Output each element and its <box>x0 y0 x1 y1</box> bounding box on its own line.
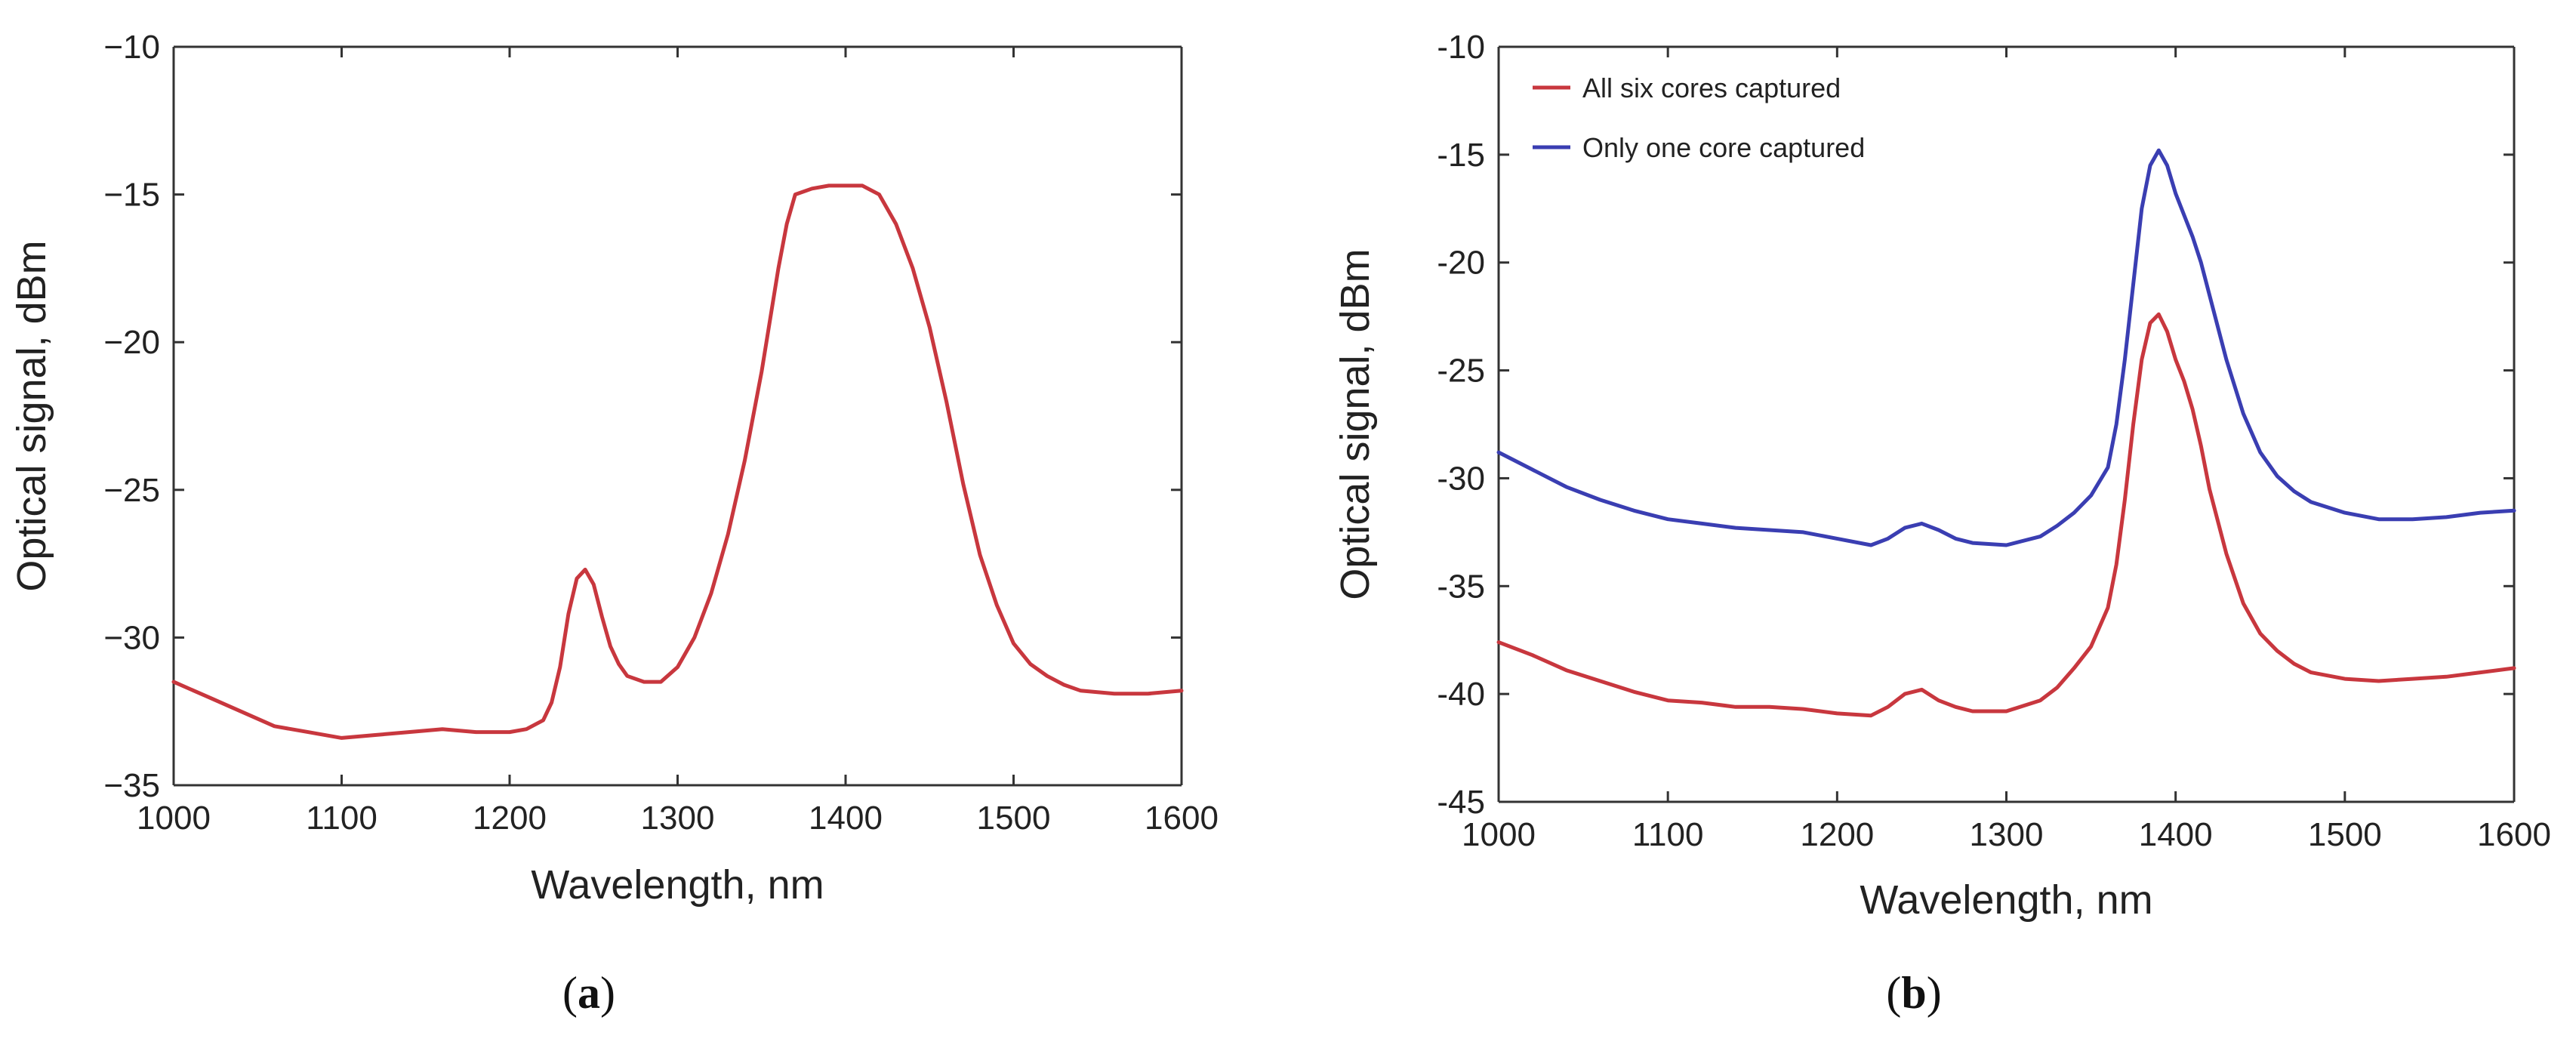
x-tick-labels: 1000 1100 1200 1300 1400 1500 1600 <box>137 800 1219 837</box>
caption-open-paren: ( <box>562 968 578 1018</box>
caption-close-paren: ) <box>600 968 615 1018</box>
legend-label-all-six-cores: All six cores captured <box>1582 72 1841 103</box>
series-line-1 <box>171 183 1184 740</box>
x-tick-label: 1600 <box>1145 800 1219 837</box>
x-tick-label: 1600 <box>2477 816 2551 853</box>
legend: All six cores captured Only one core cap… <box>1533 72 1865 163</box>
x-tick-label: 1100 <box>1632 816 1704 853</box>
x-tick-labels: 1000 1100 1200 1300 1400 1500 1600 <box>1462 816 2551 853</box>
series-line-2 <box>1496 148 2516 547</box>
x-tick-label: 1500 <box>2308 816 2382 853</box>
series-line-1 <box>1496 312 2516 718</box>
tick-marks <box>172 45 1183 787</box>
y-tick-label: -10 <box>1437 29 1485 66</box>
y-tick-label: -35 <box>1437 568 1485 605</box>
y-tick-labels: -45 -40 -35 -30 -25 -20 -15 -10 <box>1437 29 1485 821</box>
y-tick-label: −15 <box>103 177 160 214</box>
x-tick-label: 1200 <box>1800 816 1874 853</box>
panel-b: 1000 1100 1200 1300 1400 1500 1600 -45 -40 -35 -3… <box>1333 29 2551 1018</box>
y-tick-labels: −35 −30 −25 −20 −15 −10 <box>103 29 160 804</box>
x-tick-label: 1000 <box>1462 816 1536 853</box>
y-axis-label: Optical signal, dBm <box>9 240 54 591</box>
y-tick-label: −35 <box>103 767 160 804</box>
series-layer <box>1496 148 2516 718</box>
panel-caption-b: (b) <box>1886 968 1941 1018</box>
y-tick-label: −20 <box>103 324 160 361</box>
x-tick-label: 1300 <box>1970 816 2044 853</box>
x-tick-label: 1000 <box>137 800 211 837</box>
y-tick-label: −10 <box>103 29 160 66</box>
y-axis-label: Optical signal, dBm <box>1333 248 1378 599</box>
panel-a: 1000 1100 1200 1300 1400 1500 1600 −35 −30 −25 −2… <box>9 29 1219 1018</box>
x-axis-label: Wavelength, nm <box>531 862 824 908</box>
y-tick-label: -45 <box>1437 784 1485 821</box>
x-tick-label: 1400 <box>2139 816 2213 853</box>
x-axis-label: Wavelength, nm <box>1860 877 2152 923</box>
y-tick-label: −30 <box>103 619 160 656</box>
y-tick-label: -15 <box>1437 137 1485 174</box>
y-tick-label: -25 <box>1437 353 1485 390</box>
x-tick-label: 1500 <box>977 800 1051 837</box>
legend-label-only-one-core: Only one core captured <box>1582 132 1865 163</box>
x-tick-label: 1200 <box>473 800 547 837</box>
series-layer <box>171 183 1184 740</box>
caption-open-paren: ( <box>1886 968 1901 1018</box>
y-tick-label: -30 <box>1437 460 1485 497</box>
caption-letter: a <box>578 968 600 1018</box>
caption-close-paren: ) <box>1927 968 1942 1018</box>
tick-marks <box>1497 45 2516 803</box>
y-tick-label: -20 <box>1437 245 1485 282</box>
x-tick-label: 1100 <box>306 800 377 837</box>
caption-letter: b <box>1901 968 1926 1018</box>
x-tick-label: 1300 <box>641 800 715 837</box>
y-tick-label: −25 <box>103 472 160 509</box>
y-tick-label: -40 <box>1437 676 1485 713</box>
panel-caption-a: (a) <box>562 968 615 1018</box>
x-tick-label: 1400 <box>809 800 883 837</box>
